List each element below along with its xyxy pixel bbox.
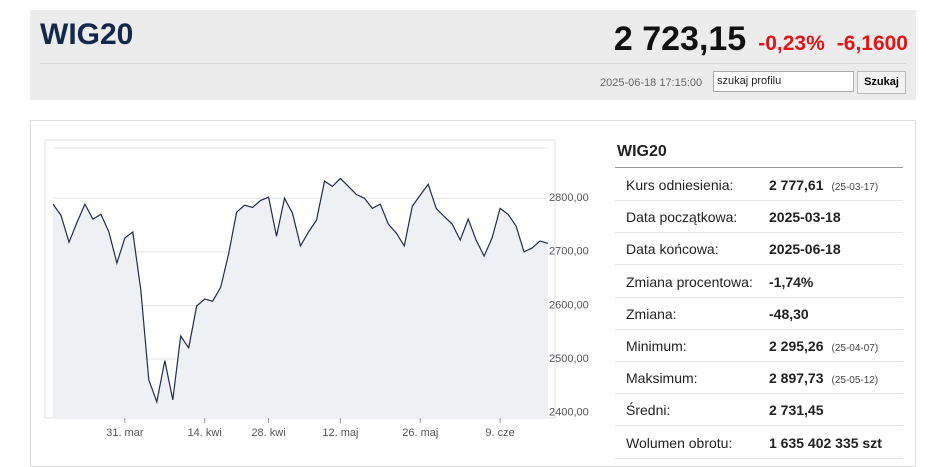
stat-number: 2 295,26 bbox=[769, 338, 824, 354]
y-tick-label: 2500,00 bbox=[549, 353, 589, 365]
stats-row: Minimum: 2 295,26 (25-04-07) bbox=[615, 330, 903, 362]
chart: 2400,00 2500,00 2600,00 2700,00 2800,00 31. m… bbox=[44, 139, 589, 439]
x-tick-label: 26. maj bbox=[402, 427, 438, 439]
stats-row: Data końcowa: 2025-06-18 bbox=[615, 233, 903, 266]
stat-value: 2 731,45 bbox=[769, 402, 824, 418]
search-input[interactable]: szukaj profilu bbox=[713, 71, 854, 92]
stats-row: Wolumen obrotu: 1 635 402 335 szt bbox=[615, 427, 903, 459]
stats-row: Zmiana: -48,30 bbox=[615, 298, 903, 330]
stat-number: 1 635 402 335 szt bbox=[769, 434, 882, 451]
y-tick-label: 2600,00 bbox=[549, 299, 589, 311]
stat-value: 2025-03-18 bbox=[769, 209, 841, 225]
stat-number: -48,30 bbox=[769, 305, 809, 322]
x-tick-label: 28. kwi bbox=[251, 427, 285, 439]
stat-value: -1,74% bbox=[769, 274, 813, 290]
index-title: WIG20 bbox=[40, 18, 134, 51]
stat-number: 2025-06-18 bbox=[769, 241, 841, 258]
line bbox=[52, 177, 549, 405]
stat-value: 2 777,61 (25-03-17) bbox=[769, 177, 878, 193]
stat-label: Zmiana: bbox=[626, 305, 677, 322]
x-tick-label: 31. mar bbox=[106, 427, 144, 439]
stat-label: Maksimum: bbox=[626, 370, 698, 387]
stat-label: Data końcowa: bbox=[626, 241, 719, 258]
change-pct: -0,23% bbox=[758, 32, 825, 55]
stat-value: -48,30 bbox=[769, 306, 809, 322]
stats-rule bbox=[615, 167, 903, 168]
stat-value: 2 897,73 (25-05-12) bbox=[769, 370, 878, 386]
stats-row: Data początkowa: 2025-03-18 bbox=[615, 201, 903, 234]
stats-title: WIG20 bbox=[617, 143, 667, 160]
stat-value: 1 635 402 335 szt bbox=[769, 435, 882, 451]
stat-number: -1,74% bbox=[769, 273, 814, 290]
stat-note: (25-04-07) bbox=[831, 343, 879, 354]
stat-label: Data początkowa: bbox=[626, 209, 738, 226]
y-tick-label: 2800,00 bbox=[549, 192, 589, 204]
stats-row: Maksimum: 2 897,73 (25-05-12) bbox=[615, 362, 903, 395]
separator bbox=[40, 63, 906, 64]
stat-label: Wolumen obrotu: bbox=[626, 434, 733, 451]
stat-label: Średni: bbox=[626, 402, 671, 419]
y-tick-label: 2700,00 bbox=[549, 246, 589, 258]
area bbox=[53, 178, 548, 418]
change: -6,1600 bbox=[836, 32, 908, 55]
stat-value: 2025-06-18 bbox=[769, 241, 841, 257]
stat-note: (25-05-12) bbox=[831, 375, 879, 387]
stat-label: Zmiana procentowa: bbox=[626, 273, 753, 290]
page: WIG20 2 723,15 -0,23% -6,1600 2025-06-18… bbox=[30, 10, 916, 467]
stat-number: 2025-03-18 bbox=[769, 209, 841, 226]
stat-label: Minimum: bbox=[626, 338, 687, 354]
y-tick-label: 2400,00 bbox=[549, 407, 589, 419]
stat-value: 2 295,26 (25-04-07) bbox=[769, 338, 878, 354]
x-tick-label: 14. kwi bbox=[188, 427, 222, 439]
stat-number: 2 731,45 bbox=[769, 402, 824, 419]
stats-row: Zmiana procentowa: -1,74% bbox=[615, 266, 903, 298]
search-button[interactable]: Szukaj bbox=[857, 71, 906, 94]
stat-number: 2 897,73 bbox=[769, 370, 824, 387]
stats-row: Średni: 2 731,45 bbox=[615, 394, 903, 427]
stat-label: Kurs odniesienia: bbox=[626, 177, 734, 193]
stats-row: Kurs odniesienia: 2 777,61 (25-03-17) bbox=[615, 169, 903, 201]
quote: 2 723,15 -0,23% -6,1600 bbox=[614, 20, 908, 59]
timestamp: 2025-06-18 17:15:00 bbox=[600, 77, 703, 89]
x-tick-label: 12. maj bbox=[322, 427, 358, 439]
price: 2 723,15 bbox=[613, 20, 747, 58]
x-tick-label: 9. cze bbox=[485, 427, 514, 439]
stat-number: 2 777,61 bbox=[769, 177, 824, 193]
stat-note: (25-03-17) bbox=[831, 182, 879, 193]
